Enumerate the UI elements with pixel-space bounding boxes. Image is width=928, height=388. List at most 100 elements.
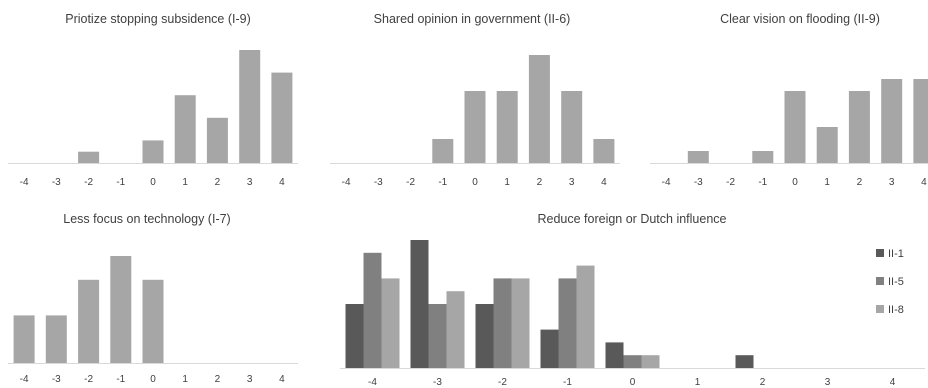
tick-label: -1 bbox=[758, 177, 767, 188]
tick-label: -4 bbox=[342, 177, 351, 188]
tick-label: -1 bbox=[116, 374, 125, 385]
bar--1 bbox=[752, 151, 774, 163]
legend-label: II-5 bbox=[888, 276, 904, 288]
tick-label: 1 bbox=[504, 177, 510, 188]
bar-II-1--2 bbox=[475, 304, 494, 368]
bar--4 bbox=[13, 315, 35, 363]
bar-0 bbox=[784, 91, 806, 163]
tick-label: -3 bbox=[52, 177, 61, 188]
tick-label: 2 bbox=[537, 177, 543, 188]
bar-II-8-0 bbox=[641, 355, 660, 368]
tick-label: 2 bbox=[857, 177, 863, 188]
tick-label: -2 bbox=[84, 374, 93, 385]
bar--2 bbox=[78, 279, 100, 363]
bar--3 bbox=[687, 151, 709, 163]
tick-label: -2 bbox=[406, 177, 415, 188]
legend-label: II-8 bbox=[888, 304, 904, 316]
tick-label: 1 bbox=[695, 377, 701, 388]
tick-label: 4 bbox=[279, 177, 285, 188]
tick-label: 0 bbox=[792, 177, 798, 188]
tick-label: -4 bbox=[662, 177, 671, 188]
tick-label: -1 bbox=[563, 377, 572, 388]
tick-label: 3 bbox=[247, 374, 253, 385]
chart-title: Shared opinion in government (II-6) bbox=[374, 12, 571, 26]
bar-0 bbox=[464, 91, 486, 163]
bar-II-1-2 bbox=[735, 355, 754, 368]
tick-label: -2 bbox=[726, 177, 735, 188]
bar-II-1--3 bbox=[410, 240, 429, 368]
tick-label: 1 bbox=[182, 374, 188, 385]
tick-label: 4 bbox=[890, 377, 896, 388]
bar-1 bbox=[174, 95, 196, 163]
tick-label: -2 bbox=[84, 177, 93, 188]
chart-4: Less focus on technology (I-7) -4 -3 -2 -1 0 1… bbox=[8, 212, 298, 385]
tick-label: 4 bbox=[601, 177, 607, 188]
bar--2 bbox=[78, 151, 100, 163]
legend-swatch bbox=[876, 277, 884, 285]
tick-label: 3 bbox=[569, 177, 575, 188]
bar-4 bbox=[271, 72, 293, 163]
legend: II-1 II-5 II-8 bbox=[876, 248, 904, 316]
bar--1 bbox=[432, 139, 454, 163]
bar-3 bbox=[239, 50, 261, 163]
bar-II-5-0 bbox=[623, 355, 642, 368]
tick-label: -3 bbox=[52, 374, 61, 385]
chart-2: Shared opinion in government (II-6) -4 -3 -… bbox=[330, 12, 620, 188]
chart-title: Reduce foreign or Dutch influence bbox=[537, 212, 726, 226]
bar-2 bbox=[528, 55, 550, 163]
tick-label: -4 bbox=[368, 377, 377, 388]
tick-label: 4 bbox=[279, 374, 285, 385]
bar-II-5--4 bbox=[363, 252, 382, 368]
bar-4 bbox=[913, 79, 928, 163]
tick-label: -3 bbox=[694, 177, 703, 188]
tick-label: 3 bbox=[889, 177, 895, 188]
tick-label: -4 bbox=[20, 374, 29, 385]
bar-1 bbox=[496, 91, 518, 163]
tick-label: 2 bbox=[760, 377, 766, 388]
bar-II-8--2 bbox=[511, 278, 530, 368]
chart-5: Reduce foreign or Dutch influence -4 -3 -2 -… bbox=[340, 212, 925, 388]
bar-II-5--1 bbox=[558, 278, 577, 368]
chart-title: Priotize stopping subsidence (I-9) bbox=[65, 12, 251, 26]
legend-swatch bbox=[876, 249, 884, 257]
bar-II-1--1 bbox=[540, 329, 559, 368]
bar-II-8--4 bbox=[381, 278, 400, 368]
legend-swatch bbox=[876, 305, 884, 313]
bar-II-8--3 bbox=[446, 291, 465, 368]
tick-label: 2 bbox=[215, 374, 221, 385]
bar-1 bbox=[816, 127, 838, 163]
bar-2 bbox=[848, 91, 870, 163]
bar-II-1-0 bbox=[605, 342, 624, 368]
tick-label: 0 bbox=[150, 374, 156, 385]
bar-0 bbox=[142, 140, 164, 163]
tick-label: 4 bbox=[921, 177, 927, 188]
legend-label: II-1 bbox=[888, 248, 904, 260]
bar-2 bbox=[206, 117, 228, 163]
tick-label: -3 bbox=[374, 177, 383, 188]
bar-4 bbox=[593, 139, 615, 163]
tick-label: 0 bbox=[472, 177, 478, 188]
bar-II-8--1 bbox=[576, 265, 595, 368]
bar-II-5--3 bbox=[428, 304, 447, 368]
bar-3 bbox=[561, 91, 583, 163]
chart-3: Clear vision on flooding (II-9) -4 -3 -2 -1 0… bbox=[650, 12, 928, 188]
tick-label: 1 bbox=[824, 177, 830, 188]
tick-label: 0 bbox=[630, 377, 636, 388]
tick-label: 2 bbox=[215, 177, 221, 188]
bar-3 bbox=[881, 79, 903, 163]
chart-title: Clear vision on flooding (II-9) bbox=[720, 12, 880, 26]
tick-label: -1 bbox=[438, 177, 447, 188]
bar-II-5--2 bbox=[493, 278, 512, 368]
tick-label: -3 bbox=[433, 377, 442, 388]
bar-II-1--4 bbox=[345, 304, 364, 368]
tick-label: -2 bbox=[498, 377, 507, 388]
tick-label: 0 bbox=[150, 177, 156, 188]
bar--1 bbox=[110, 256, 132, 363]
bar--3 bbox=[45, 315, 67, 363]
bar-0 bbox=[142, 279, 164, 363]
tick-label: 3 bbox=[825, 377, 831, 388]
chart-title: Less focus on technology (I-7) bbox=[63, 212, 230, 226]
chart-1: Priotize stopping subsidence (I-9) -4 -3 -2… bbox=[8, 12, 298, 188]
tick-label: -1 bbox=[116, 177, 125, 188]
